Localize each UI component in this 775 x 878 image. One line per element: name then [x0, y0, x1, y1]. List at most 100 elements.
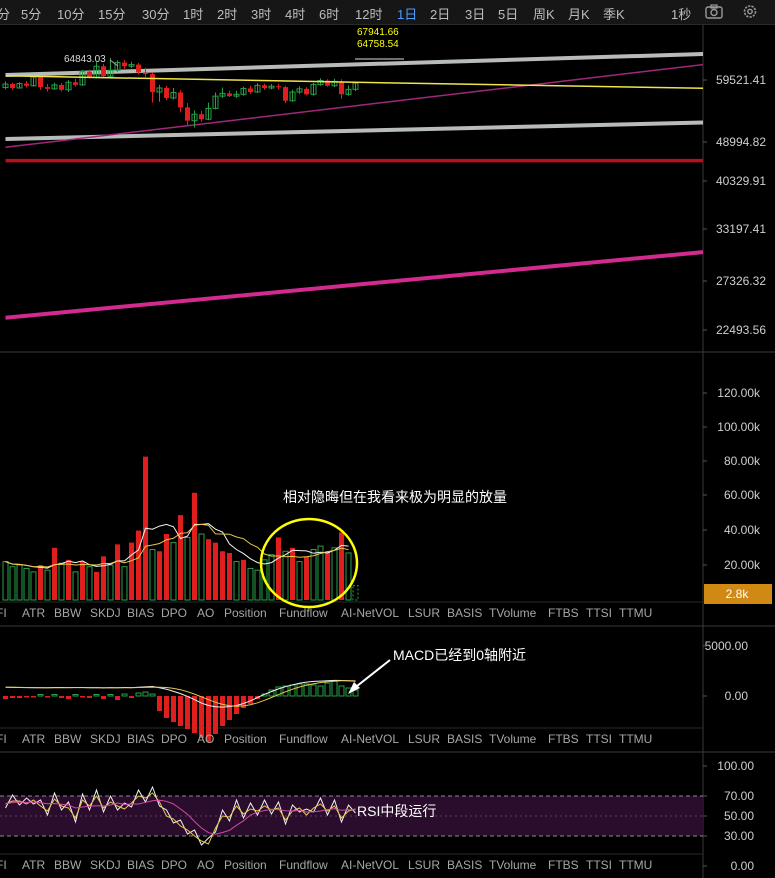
volume-bar-up [149, 549, 156, 601]
macd-bar-down [178, 696, 183, 726]
timeframe-15[interactable]: 周K [533, 7, 555, 22]
timeframe-0[interactable]: 分 [0, 7, 11, 22]
timeframe-6[interactable]: 2时 [217, 7, 238, 22]
indicator-tab-dpo[interactable]: DPO [161, 732, 188, 746]
timeframe-12[interactable]: 2日 [430, 7, 451, 22]
indicator-tab-tvolume[interactable]: TVolume [489, 732, 537, 746]
indicator-tab-dpo[interactable]: DPO [161, 858, 188, 872]
volume-bar-down [227, 552, 232, 600]
candle-body-up [2, 83, 9, 89]
indicator-tab-bias[interactable]: BIAS [127, 732, 155, 746]
timeframe-9[interactable]: 6时 [319, 7, 340, 22]
timeframe-14[interactable]: 5日 [498, 7, 519, 22]
indicator-tab-fundflow[interactable]: Fundflow [279, 858, 328, 872]
indicator-tab-ttmu[interactable]: TTMU [619, 606, 653, 620]
toolbar-divider [0, 24, 775, 25]
macd-bar-down [220, 696, 225, 726]
lower-channel-line [5, 120, 703, 141]
volume-tick-label: 120.00k [717, 386, 761, 400]
indicator-tab-atr[interactable]: ATR [22, 858, 46, 872]
indicator-tab-ttsi[interactable]: TTSI [586, 606, 612, 620]
indicator-tab-ai-netvol[interactable]: AI-NetVOL [341, 732, 400, 746]
indicator-tab-ttsi[interactable]: TTSI [586, 732, 612, 746]
candle-body-up [30, 76, 37, 87]
indicator-tab-bbw[interactable]: BBW [54, 858, 82, 872]
rsi-tick-label: 0.00 [731, 859, 755, 873]
macd-bar-down [164, 696, 169, 718]
timeframe-3[interactable]: 15分 [98, 7, 126, 22]
price-tick-label: 22493.56 [716, 323, 766, 337]
timeframe-5[interactable]: 1时 [183, 7, 204, 22]
rsi-line-white [5, 785, 356, 846]
macd-bar-up [149, 693, 156, 697]
indicator-tab-ao[interactable]: AO [197, 858, 215, 872]
indicator-tab-ftbs[interactable]: FTBS [548, 858, 579, 872]
indicator-tab-fi[interactable]: FI [0, 858, 7, 872]
indicator-tab-basis[interactable]: BASIS [447, 606, 483, 620]
indicator-tab-bbw[interactable]: BBW [54, 732, 82, 746]
indicator-tabs-rsi: FI ATR BBW SKDJ BIAS DPO AO Position Fundflow AI-… [0, 857, 700, 875]
indicator-tab-fundflow[interactable]: Fundflow [279, 606, 328, 620]
indicator-tab-position[interactable]: Position [224, 732, 267, 746]
timeframe-10[interactable]: 12时 [355, 7, 383, 22]
timeframe-11[interactable]: 1日 [397, 7, 418, 22]
volume-bar-down [129, 542, 134, 600]
indicator-tab-ai-netvol[interactable]: AI-NetVOL [341, 606, 400, 620]
timeframe-4[interactable]: 30分 [142, 7, 170, 22]
macd-bar-down [87, 696, 92, 698]
indicator-tab-ai-netvol[interactable]: AI-NetVOL [341, 858, 400, 872]
indicator-tab-basis[interactable]: BASIS [447, 732, 483, 746]
indicator-tab-ttsi[interactable]: TTSI [586, 858, 612, 872]
volume-bar-up [107, 564, 114, 601]
timeframe-16[interactable]: 月K [568, 7, 590, 22]
indicator-tabs-volume: FI ATR BBW SKDJ BIAS DPO AO Position Fundflow AI-… [0, 605, 700, 623]
camera-icon[interactable] [704, 3, 724, 20]
indicator-tab-ttmu[interactable]: TTMU [619, 858, 653, 872]
timeframe-17[interactable]: 季K [603, 7, 625, 22]
timeframe-2[interactable]: 10分 [57, 7, 85, 22]
indicator-tab-bbw[interactable]: BBW [54, 606, 82, 620]
indicator-tab-fi[interactable]: FI [0, 732, 7, 746]
macd-annotation: MACD已经到0轴附近 [393, 647, 526, 663]
timeframe-1[interactable]: 5分 [21, 7, 42, 22]
candle-body-down [143, 72, 148, 75]
indicator-tab-tvolume[interactable]: TVolume [489, 858, 537, 872]
indicator-tab-fundflow[interactable]: Fundflow [279, 732, 328, 746]
indicator-tab-bias[interactable]: BIAS [127, 606, 155, 620]
indicator-tab-ftbs[interactable]: FTBS [548, 732, 579, 746]
indicator-tab-ttmu[interactable]: TTMU [619, 732, 653, 746]
indicator-tab-lsur[interactable]: LSUR [408, 606, 441, 620]
indicator-tab-atr[interactable]: ATR [22, 606, 46, 620]
timeframe-13[interactable]: 3日 [465, 7, 486, 22]
volume-bar-down [220, 551, 225, 600]
indicator-tab-tvolume[interactable]: TVolume [489, 606, 537, 620]
indicator-tab-skdj[interactable]: SKDJ [90, 858, 121, 872]
yellow-trend-line [5, 75, 703, 90]
volume-bar-up [86, 566, 93, 601]
indicator-tab-ao[interactable]: AO [197, 732, 215, 746]
indicator-tab-position[interactable]: Position [224, 606, 267, 620]
indicator-tab-fi[interactable]: FI [0, 606, 7, 620]
indicator-tab-position[interactable]: Position [224, 858, 267, 872]
indicator-tab-ao[interactable]: AO [197, 606, 215, 620]
macd-tick-label: 5000.00 [705, 639, 749, 653]
timeframe-seconds[interactable]: 1秒 [671, 7, 692, 22]
macd-dea-line [5, 680, 356, 707]
timeframe-7[interactable]: 3时 [251, 7, 272, 22]
macd-bar-up [107, 694, 114, 697]
indicator-tab-bias[interactable]: BIAS [127, 858, 155, 872]
indicator-tab-basis[interactable]: BASIS [447, 858, 483, 872]
indicator-tab-skdj[interactable]: SKDJ [90, 732, 121, 746]
indicator-tab-atr[interactable]: ATR [22, 732, 46, 746]
indicator-tab-lsur[interactable]: LSUR [408, 732, 441, 746]
volume-ma-white [5, 523, 349, 569]
indicator-tab-dpo[interactable]: DPO [161, 606, 188, 620]
gear-icon[interactable] [740, 3, 760, 20]
indicator-tab-lsur[interactable]: LSUR [408, 858, 441, 872]
timeframe-8[interactable]: 4时 [285, 7, 306, 22]
candle-body-up [170, 91, 177, 99]
volume-bar-up [282, 550, 289, 601]
indicator-tab-skdj[interactable]: SKDJ [90, 606, 121, 620]
indicator-tab-ftbs[interactable]: FTBS [548, 606, 579, 620]
